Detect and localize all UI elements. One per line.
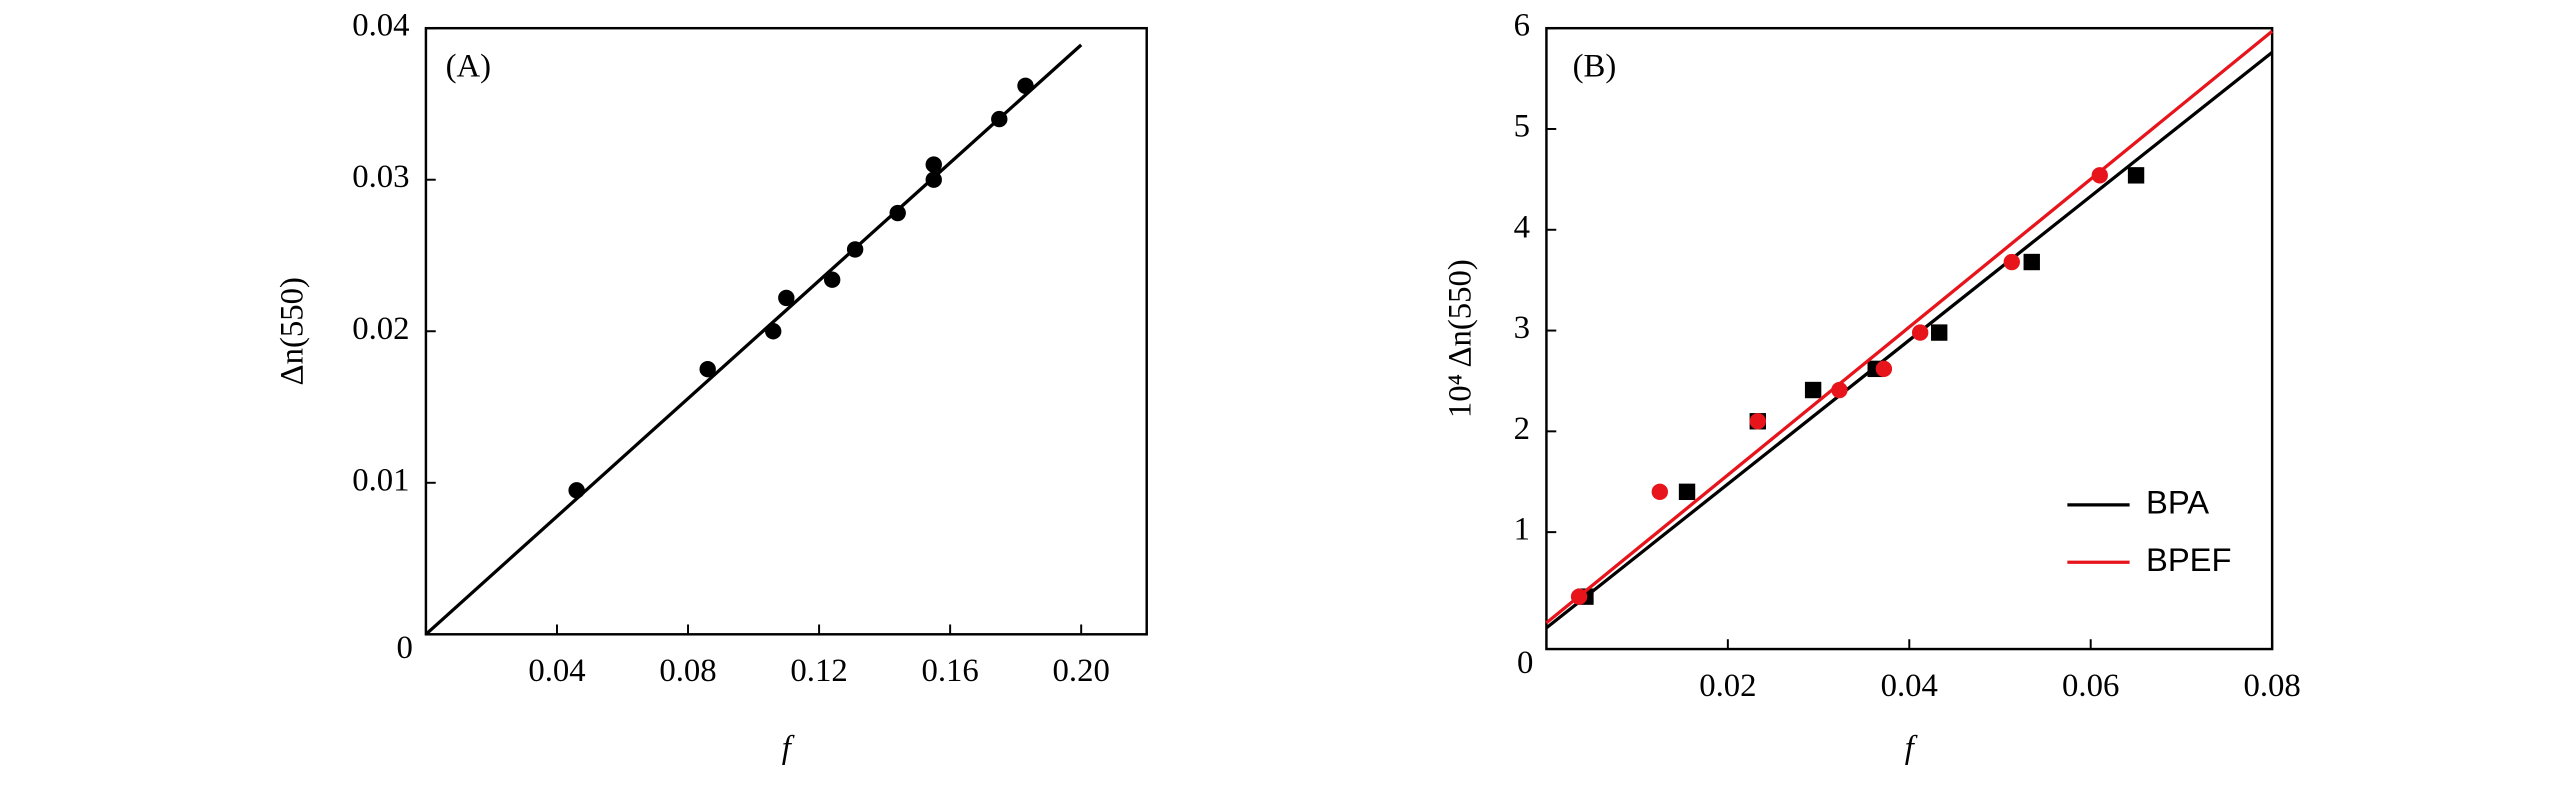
x-tick-label: 0.08 xyxy=(659,653,716,689)
legend-text: BPEF xyxy=(2146,541,2232,578)
y-tick-label: 4 xyxy=(1514,209,1530,245)
point xyxy=(1875,360,1893,378)
fit-line xyxy=(424,43,1083,636)
x-tick-label: 0.16 xyxy=(921,653,978,689)
point xyxy=(1017,77,1034,94)
point xyxy=(2023,253,2040,271)
x-tick-label: 0.12 xyxy=(790,653,847,689)
point xyxy=(925,156,942,173)
legend-text: BPA xyxy=(2146,484,2209,521)
y-tick-label: 0.02 xyxy=(352,311,409,347)
fit-line xyxy=(1545,29,2274,625)
point xyxy=(699,360,716,378)
x-tick-label: 0.04 xyxy=(1881,668,1938,704)
x-axis-label: f xyxy=(782,730,795,766)
point xyxy=(1749,413,1766,430)
point xyxy=(2003,253,2020,271)
point xyxy=(1804,381,1822,399)
point xyxy=(1911,324,1929,341)
point xyxy=(846,241,864,258)
point xyxy=(889,204,906,222)
y-tick-label: 3 xyxy=(1514,310,1530,346)
point xyxy=(1570,588,1588,605)
annotation: (A) xyxy=(446,49,491,85)
y-axis-label: Δn(550) xyxy=(274,277,310,385)
point xyxy=(1651,483,1669,501)
y-tick-label: 0.01 xyxy=(352,462,409,498)
point xyxy=(823,271,841,288)
point xyxy=(925,171,942,188)
y-tick-label: 6 xyxy=(1514,8,1530,44)
y-tick-label: 5 xyxy=(1514,108,1530,144)
point xyxy=(765,323,782,340)
y-tick-label: 2 xyxy=(1514,411,1530,447)
x-axis-label: f xyxy=(1905,730,1918,766)
x-tick-label: 0.20 xyxy=(1053,653,1110,689)
x-tick-label: 0 xyxy=(1517,645,1533,681)
x-tick-label: 0.02 xyxy=(1699,668,1756,704)
x-tick-label: 0.06 xyxy=(2062,668,2119,704)
point xyxy=(991,110,1008,128)
y-tick-label: 0.03 xyxy=(352,159,409,195)
y-tick-label: 1 xyxy=(1514,512,1530,548)
y-axis-label: 10⁴ Δn(550) xyxy=(1442,259,1478,418)
point xyxy=(2091,167,2108,184)
x-tick-label: 0.04 xyxy=(528,653,585,689)
fit-line xyxy=(1545,51,2274,630)
point xyxy=(778,289,795,307)
plot-frame xyxy=(424,26,1148,636)
point xyxy=(1678,483,1696,501)
point xyxy=(1931,324,1948,341)
y-tick-label: 0.04 xyxy=(352,8,409,44)
x-tick-label: 0.08 xyxy=(2243,668,2300,704)
point xyxy=(568,482,585,499)
point xyxy=(1831,381,1848,399)
x-tick-label: 0 xyxy=(396,630,412,666)
annotation: (B) xyxy=(1573,49,1617,85)
point xyxy=(2127,167,2145,184)
